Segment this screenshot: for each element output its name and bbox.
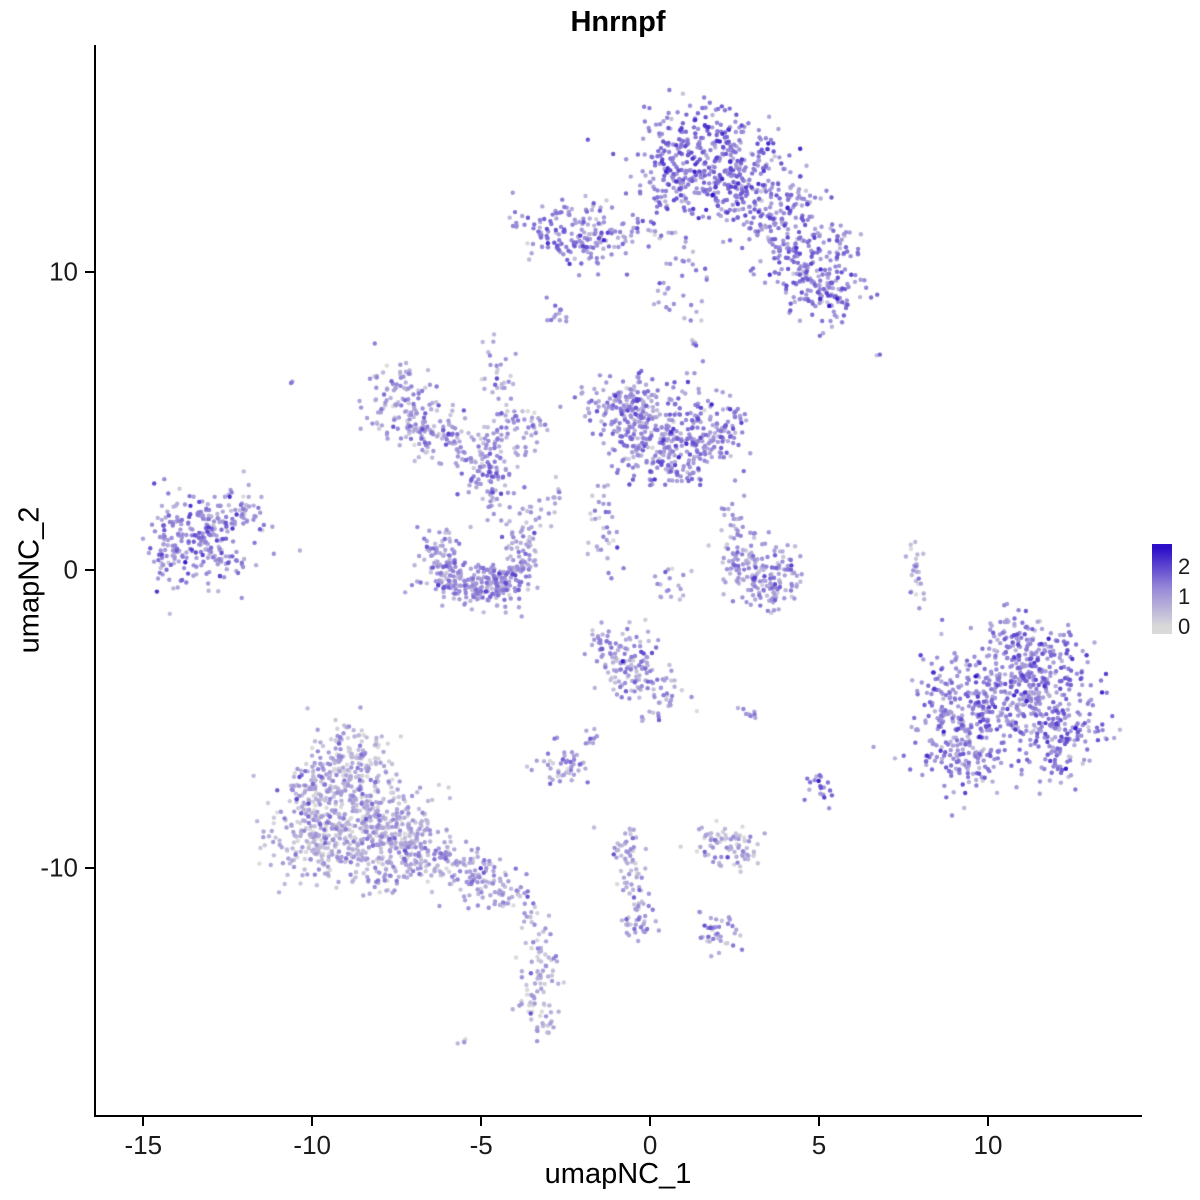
y-tick-mark: [85, 270, 94, 273]
x-tick-label: 0: [642, 1130, 658, 1160]
x-axis-line: [94, 1115, 1142, 1117]
y-axis-line: [94, 45, 96, 1117]
x-tick-label: 10: [973, 1130, 1003, 1160]
x-tick-label: -10: [293, 1130, 331, 1160]
y-tick-mark: [85, 866, 94, 869]
x-tick-mark: [142, 1117, 145, 1126]
legend-tick-label: 1: [1178, 583, 1191, 609]
x-tick-label: 5: [811, 1130, 827, 1160]
x-axis-title: umapNC_1: [544, 1158, 692, 1190]
x-tick-label: -5: [469, 1130, 493, 1160]
x-tick-mark: [311, 1117, 314, 1126]
x-tick-mark: [480, 1117, 483, 1126]
y-tick-label: -10: [40, 852, 78, 883]
color-legend: 2 1 0: [1150, 540, 1200, 640]
y-axis-title: umapNC_2: [13, 506, 46, 654]
legend-tick-label: 0: [1178, 613, 1191, 639]
x-tick-mark: [986, 1117, 989, 1126]
legend-tick-label: 2: [1178, 553, 1191, 579]
x-tick-label: -15: [124, 1130, 163, 1160]
y-tick-label: 0: [63, 554, 78, 585]
y-tick-mark: [85, 568, 94, 571]
legend-gradient-bar: [1152, 544, 1172, 634]
x-tick-mark: [818, 1117, 821, 1126]
y-tick-label: 10: [49, 256, 78, 287]
plot-title: Hnrnpf: [570, 6, 666, 38]
x-tick-mark: [649, 1117, 652, 1126]
